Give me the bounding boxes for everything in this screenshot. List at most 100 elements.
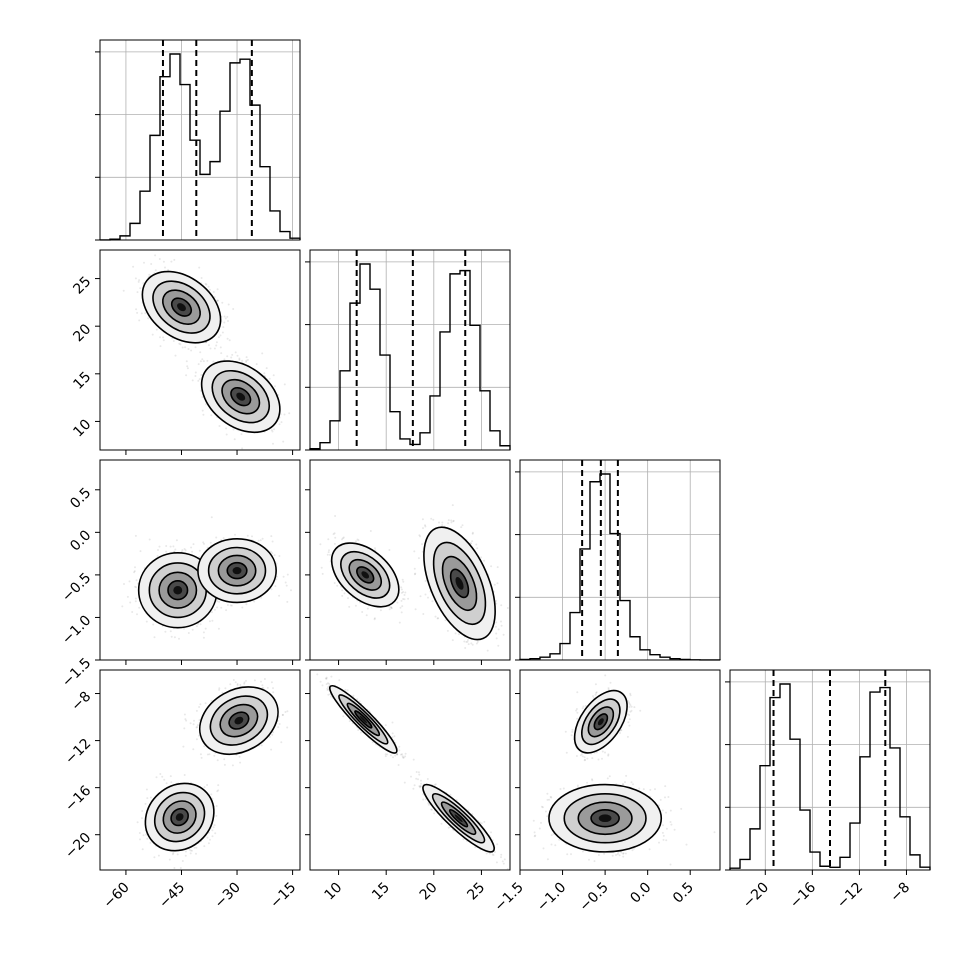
sample-point: [253, 600, 256, 603]
sample-point: [510, 661, 512, 663]
sample-point: [407, 597, 410, 600]
sample-point: [354, 604, 357, 607]
sample-point: [212, 360, 215, 363]
sample-point: [183, 548, 186, 550]
sample-point: [184, 346, 187, 349]
sample-point: [185, 360, 188, 363]
sample-point: [341, 538, 343, 541]
sample-point: [216, 600, 219, 603]
sample-point: [202, 541, 205, 544]
sample-point: [245, 356, 248, 359]
sample-point: [148, 538, 151, 541]
sample-point: [226, 337, 229, 340]
sample-point: [226, 315, 229, 318]
sample-point: [270, 588, 273, 591]
contour-0-3: [167, 580, 189, 601]
sample-point: [328, 549, 330, 552]
sample-point: [341, 589, 344, 592]
sample-point: [148, 273, 151, 276]
sample-point: [336, 584, 339, 587]
sample-point: [138, 319, 141, 322]
sample-point: [222, 537, 225, 540]
panel-2d-1-2: [305, 459, 512, 665]
sample-point: [226, 355, 229, 358]
sample-point: [151, 333, 154, 336]
sample-point: [162, 339, 165, 342]
sample-point: [134, 277, 137, 280]
sample-point: [374, 549, 377, 552]
sample-point: [156, 555, 159, 557]
sample-point: [255, 363, 258, 366]
sample-point: [211, 619, 214, 622]
sample-point: [486, 649, 489, 652]
sample-point: [219, 334, 222, 337]
sample-point: [222, 326, 225, 329]
sample-point: [133, 570, 136, 573]
sample-point: [201, 409, 204, 412]
sample-point: [227, 303, 230, 306]
sample-point: [273, 554, 276, 557]
sample-point: [165, 550, 168, 553]
sample-point: [402, 598, 405, 600]
sample-point: [165, 545, 168, 547]
sample-point: [186, 365, 189, 368]
contour-0-0: [141, 270, 222, 344]
sample-point: [230, 356, 233, 359]
sample-point: [158, 545, 161, 548]
sample-point: [270, 429, 273, 432]
sample-point: [333, 542, 336, 545]
sample-point: [128, 580, 131, 583]
sample-point: [245, 603, 248, 606]
sample-point: [233, 438, 236, 441]
sample-point: [232, 428, 235, 431]
sample-point: [123, 583, 125, 585]
sample-point: [273, 428, 276, 431]
sample-point: [285, 584, 288, 587]
sample-point: [260, 596, 263, 599]
sample-point: [134, 534, 137, 537]
sample-point: [215, 344, 218, 347]
sample-point: [159, 345, 162, 348]
sample-point: [208, 620, 211, 623]
sample-point: [134, 585, 136, 588]
sample-point: [192, 543, 195, 546]
sample-point: [506, 607, 509, 609]
sample-point: [275, 578, 278, 581]
sample-point: [198, 378, 201, 381]
sample-point: [138, 606, 141, 609]
sample-point: [399, 606, 402, 609]
sample-point: [414, 572, 417, 575]
sample-point: [238, 358, 241, 361]
sample-point: [208, 288, 211, 291]
sample-point: [159, 336, 161, 339]
sample-point: [495, 602, 498, 605]
contour-1-1: [211, 369, 270, 424]
sample-point: [204, 627, 207, 630]
sample-point: [400, 588, 403, 591]
histogram-2: [519, 473, 721, 661]
sample-point: [334, 536, 337, 539]
sample-point: [200, 277, 203, 279]
sample-point: [194, 375, 197, 377]
sample-point: [203, 542, 205, 545]
sample-point: [204, 282, 207, 285]
sample-point: [191, 550, 194, 553]
sample-point: [198, 549, 201, 552]
sample-point: [225, 609, 228, 612]
sample-point: [136, 311, 139, 314]
sample-point: [374, 547, 376, 550]
sample-point: [178, 342, 181, 345]
sample-point: [496, 566, 499, 569]
sample-point: [446, 629, 449, 632]
sample-point: [209, 541, 212, 544]
sample-point: [231, 353, 234, 356]
density-fill-1-4: [232, 567, 242, 575]
sample-point: [341, 594, 344, 597]
sample-point: [282, 575, 285, 578]
sample-point: [303, 411, 305, 413]
sample-point: [181, 346, 184, 349]
sample-point: [178, 637, 180, 640]
sample-point: [199, 351, 202, 354]
sample-point: [154, 254, 157, 257]
sample-point: [246, 358, 249, 361]
